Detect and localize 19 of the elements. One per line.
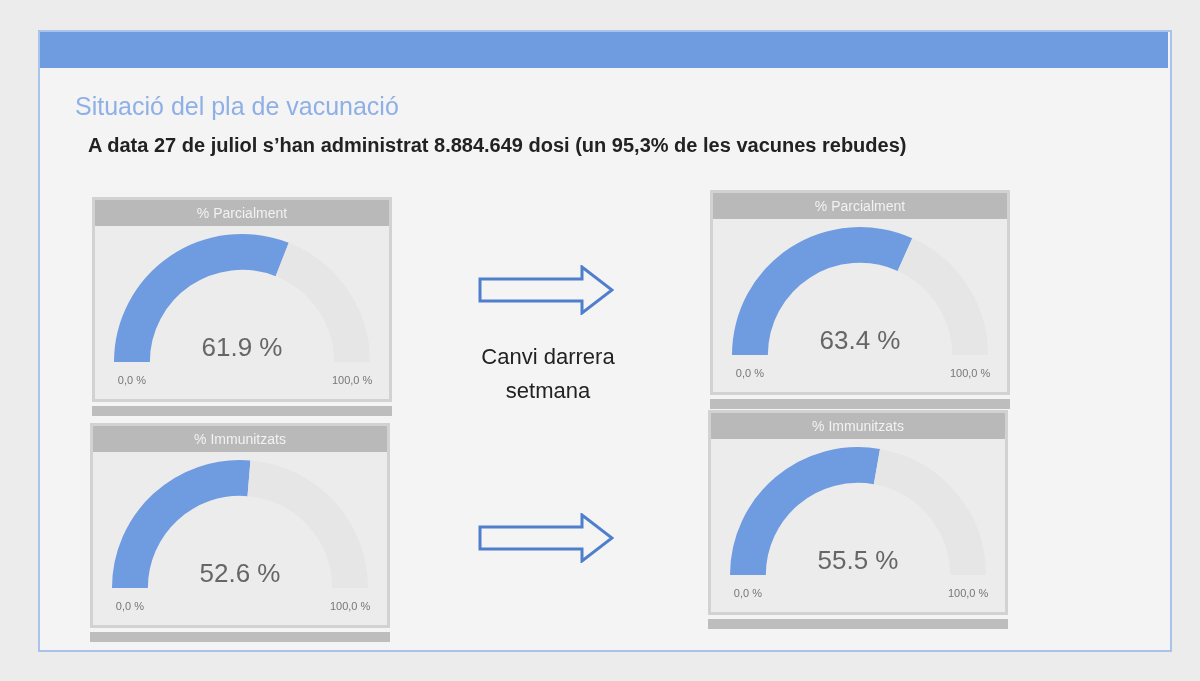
text: 0,0 % (115, 600, 145, 612)
text: Canvi darrera setmana (480, 343, 616, 405)
data-label: 52.6 % (199, 558, 281, 588)
data-label: 61.9 % (201, 332, 283, 362)
chart-title: % Immunitzats (711, 413, 1005, 439)
text: 0,0 % (117, 374, 147, 386)
text: Situació del pla de vacunació (75, 92, 399, 121)
data-label: 63.4 % (819, 325, 901, 355)
text: 100,0 % (947, 587, 989, 599)
text: 100,0 % (331, 374, 373, 386)
chart-title: % Parcialment (95, 200, 389, 226)
text: 100,0 % (329, 600, 371, 612)
data-label: 55.5 % (817, 545, 899, 575)
chart-title: % Immunitzats (93, 426, 387, 452)
text: 100,0 % (949, 367, 991, 379)
text: A data 27 de juliol s’han administrat 8.884.649 dosi (un 95,3% de les vacunes rebudes) (88, 133, 908, 158)
chart-title: % Parcialment (713, 193, 1007, 219)
text: 0,0 % (733, 587, 763, 599)
text: 0,0 % (735, 367, 765, 379)
